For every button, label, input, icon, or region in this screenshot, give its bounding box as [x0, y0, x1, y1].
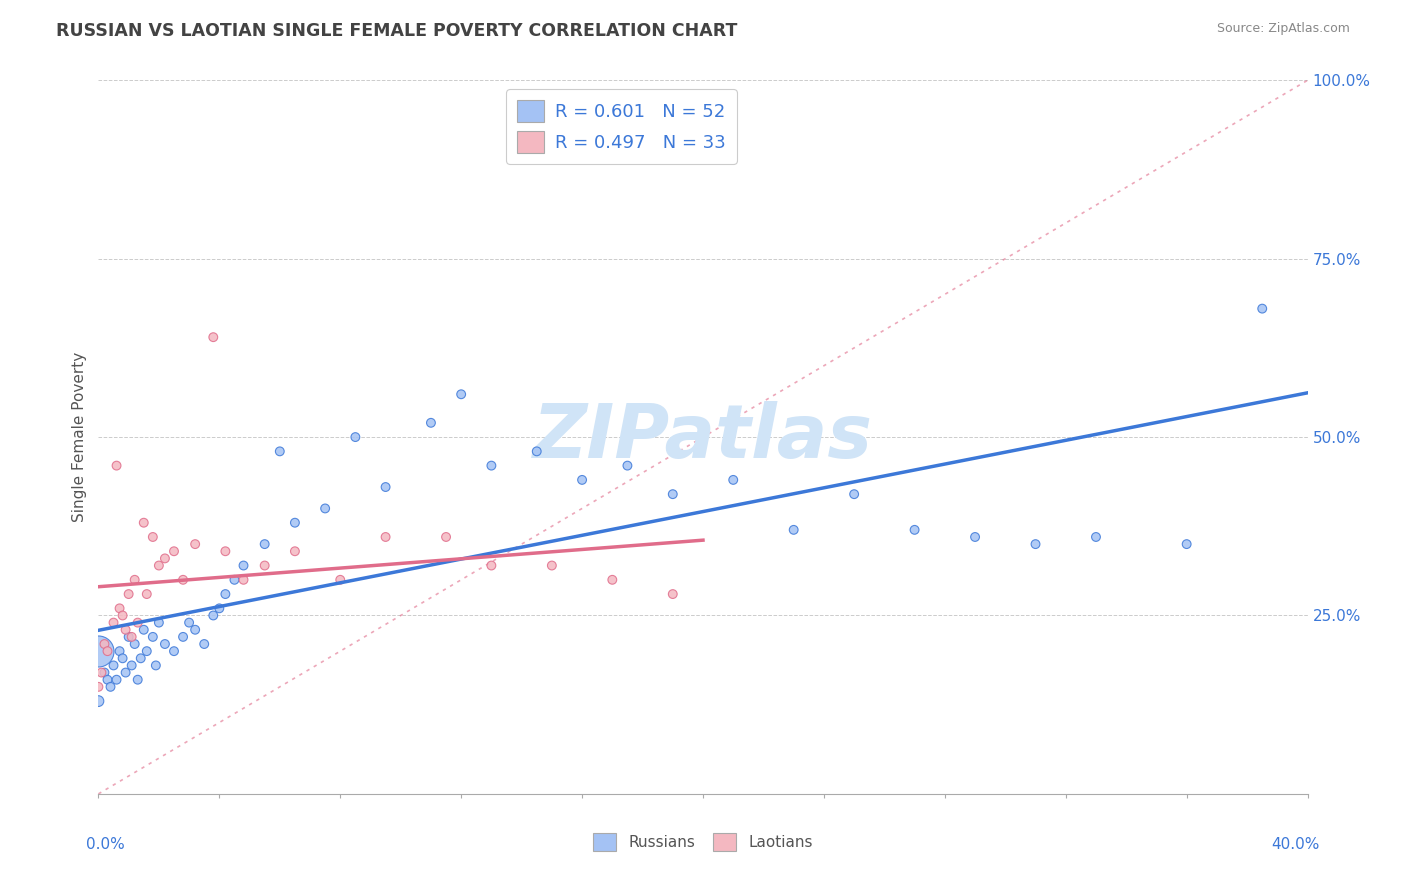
- Point: [93, 665, 115, 680]
- Point: [118, 630, 141, 644]
- Point: [314, 501, 336, 516]
- Point: [540, 558, 562, 573]
- Point: [121, 630, 143, 644]
- Point: [114, 665, 136, 680]
- Point: [124, 637, 146, 651]
- Point: [127, 615, 149, 630]
- Point: [96, 673, 118, 687]
- Point: [202, 330, 225, 344]
- Point: [253, 537, 276, 551]
- Point: [481, 558, 503, 573]
- Point: [184, 623, 207, 637]
- Point: [481, 458, 503, 473]
- Point: [153, 551, 176, 566]
- Point: [965, 530, 987, 544]
- Point: [93, 637, 115, 651]
- Point: [114, 623, 136, 637]
- Point: [661, 487, 683, 501]
- Point: [434, 530, 457, 544]
- Point: [374, 530, 396, 544]
- Point: [148, 615, 170, 630]
- Legend: Russians, Laotians: Russians, Laotians: [586, 827, 820, 857]
- Point: [904, 523, 927, 537]
- Point: [844, 487, 866, 501]
- Point: [124, 573, 146, 587]
- Point: [135, 644, 157, 658]
- Point: [145, 658, 167, 673]
- Point: [602, 573, 624, 587]
- Point: [1085, 530, 1108, 544]
- Point: [284, 516, 307, 530]
- Point: [163, 544, 186, 558]
- Point: [103, 658, 125, 673]
- Point: [87, 694, 110, 708]
- Point: [616, 458, 638, 473]
- Point: [202, 608, 225, 623]
- Point: [193, 637, 215, 651]
- Point: [118, 587, 141, 601]
- Point: [103, 615, 125, 630]
- Point: [105, 673, 128, 687]
- Point: [1024, 537, 1046, 551]
- Point: [142, 530, 165, 544]
- Point: [214, 544, 236, 558]
- Point: [87, 644, 110, 658]
- Point: [526, 444, 548, 458]
- Point: [172, 630, 194, 644]
- Point: [96, 644, 118, 658]
- Point: [344, 430, 367, 444]
- Point: [1175, 537, 1198, 551]
- Point: [148, 558, 170, 573]
- Point: [132, 623, 155, 637]
- Point: [90, 665, 112, 680]
- Y-axis label: Single Female Poverty: Single Female Poverty: [72, 352, 87, 522]
- Point: [783, 523, 806, 537]
- Text: ZIPatlas: ZIPatlas: [533, 401, 873, 474]
- Point: [232, 573, 254, 587]
- Point: [153, 637, 176, 651]
- Point: [121, 658, 143, 673]
- Point: [179, 615, 201, 630]
- Point: [100, 680, 122, 694]
- Point: [214, 587, 236, 601]
- Point: [132, 516, 155, 530]
- Point: [163, 644, 186, 658]
- Point: [232, 558, 254, 573]
- Point: [329, 573, 352, 587]
- Point: [87, 680, 110, 694]
- Point: [571, 473, 593, 487]
- Point: [129, 651, 152, 665]
- Point: [420, 416, 443, 430]
- Point: [135, 587, 157, 601]
- Point: [723, 473, 745, 487]
- Point: [172, 573, 194, 587]
- Point: [184, 537, 207, 551]
- Point: [450, 387, 472, 401]
- Point: [111, 651, 134, 665]
- Point: [108, 644, 131, 658]
- Text: Source: ZipAtlas.com: Source: ZipAtlas.com: [1216, 22, 1350, 36]
- Point: [661, 587, 683, 601]
- Point: [253, 558, 276, 573]
- Point: [224, 573, 246, 587]
- Point: [269, 444, 291, 458]
- Point: [142, 630, 165, 644]
- Text: RUSSIAN VS LAOTIAN SINGLE FEMALE POVERTY CORRELATION CHART: RUSSIAN VS LAOTIAN SINGLE FEMALE POVERTY…: [56, 22, 738, 40]
- Point: [108, 601, 131, 615]
- Point: [111, 608, 134, 623]
- Text: 0.0%: 0.0%: [86, 837, 125, 852]
- Point: [127, 673, 149, 687]
- Point: [208, 601, 231, 615]
- Point: [105, 458, 128, 473]
- Point: [284, 544, 307, 558]
- Point: [374, 480, 396, 494]
- Point: [1251, 301, 1274, 316]
- Text: 40.0%: 40.0%: [1271, 837, 1320, 852]
